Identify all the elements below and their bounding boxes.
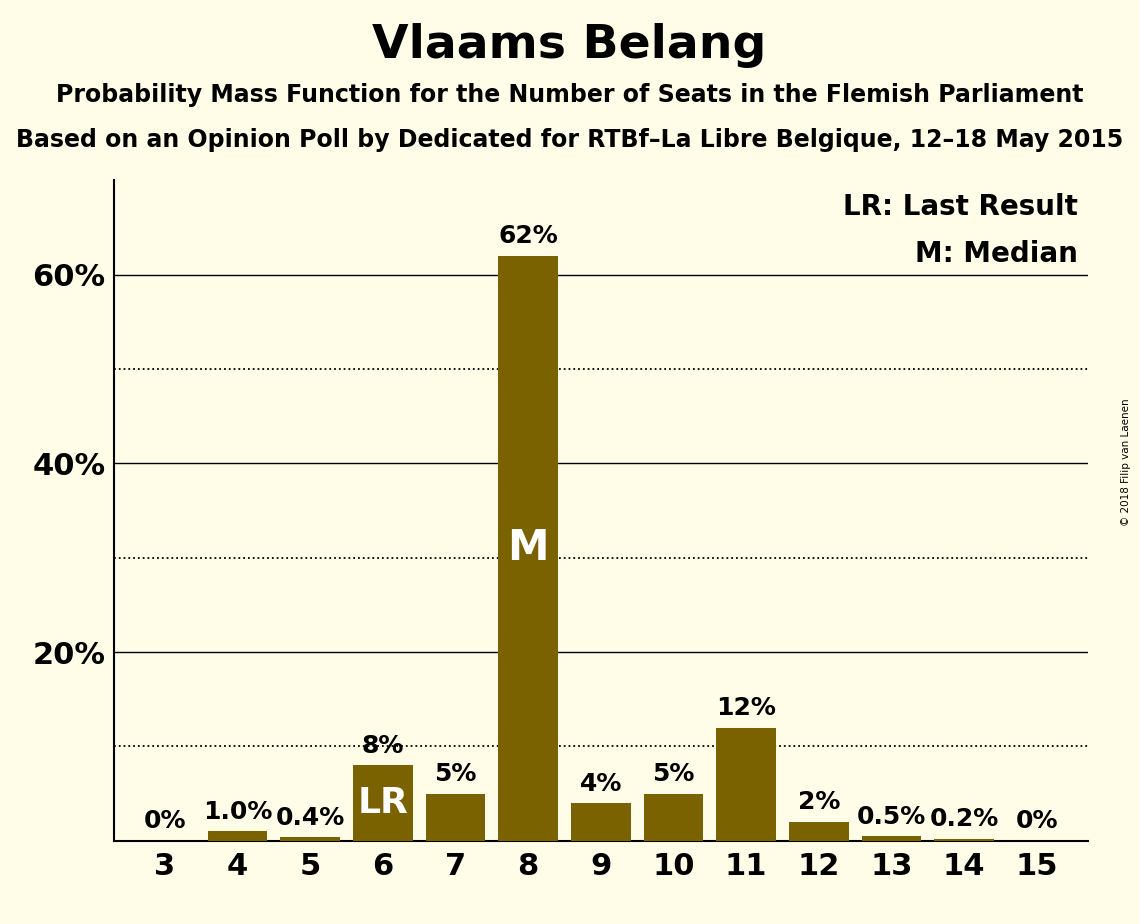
Bar	[862, 836, 921, 841]
Bar	[353, 765, 412, 841]
Text: 0.4%: 0.4%	[276, 806, 345, 830]
Text: 0.5%: 0.5%	[857, 805, 926, 829]
Text: 2%: 2%	[797, 790, 841, 814]
Text: 0%: 0%	[144, 809, 186, 833]
Text: LR: Last Result: LR: Last Result	[843, 193, 1077, 222]
Text: 12%: 12%	[716, 696, 776, 720]
Text: Probability Mass Function for the Number of Seats in the Flemish Parliament: Probability Mass Function for the Number…	[56, 83, 1083, 107]
Text: Based on an Opinion Poll by Dedicated for RTBf–La Libre Belgique, 12–18 May 2015: Based on an Opinion Poll by Dedicated fo…	[16, 128, 1123, 152]
Bar	[934, 839, 994, 841]
Text: M: Median: M: Median	[915, 239, 1077, 268]
Bar	[207, 832, 268, 841]
Bar	[644, 794, 703, 841]
Bar	[789, 822, 849, 841]
Bar	[716, 727, 776, 841]
Text: LR: LR	[358, 786, 408, 821]
Text: 5%: 5%	[653, 762, 695, 786]
Text: © 2018 Filip van Laenen: © 2018 Filip van Laenen	[1121, 398, 1131, 526]
Text: M: M	[507, 528, 549, 569]
Text: 4%: 4%	[580, 772, 622, 796]
Bar	[499, 256, 558, 841]
Text: Vlaams Belang: Vlaams Belang	[372, 23, 767, 68]
Text: 62%: 62%	[498, 225, 558, 249]
Text: 0%: 0%	[1016, 809, 1058, 833]
Bar	[426, 794, 485, 841]
Bar	[280, 837, 339, 841]
Text: 0.2%: 0.2%	[929, 808, 999, 832]
Bar	[571, 803, 631, 841]
Text: 5%: 5%	[434, 762, 476, 786]
Text: 8%: 8%	[361, 734, 404, 758]
Text: 1.0%: 1.0%	[203, 800, 272, 824]
